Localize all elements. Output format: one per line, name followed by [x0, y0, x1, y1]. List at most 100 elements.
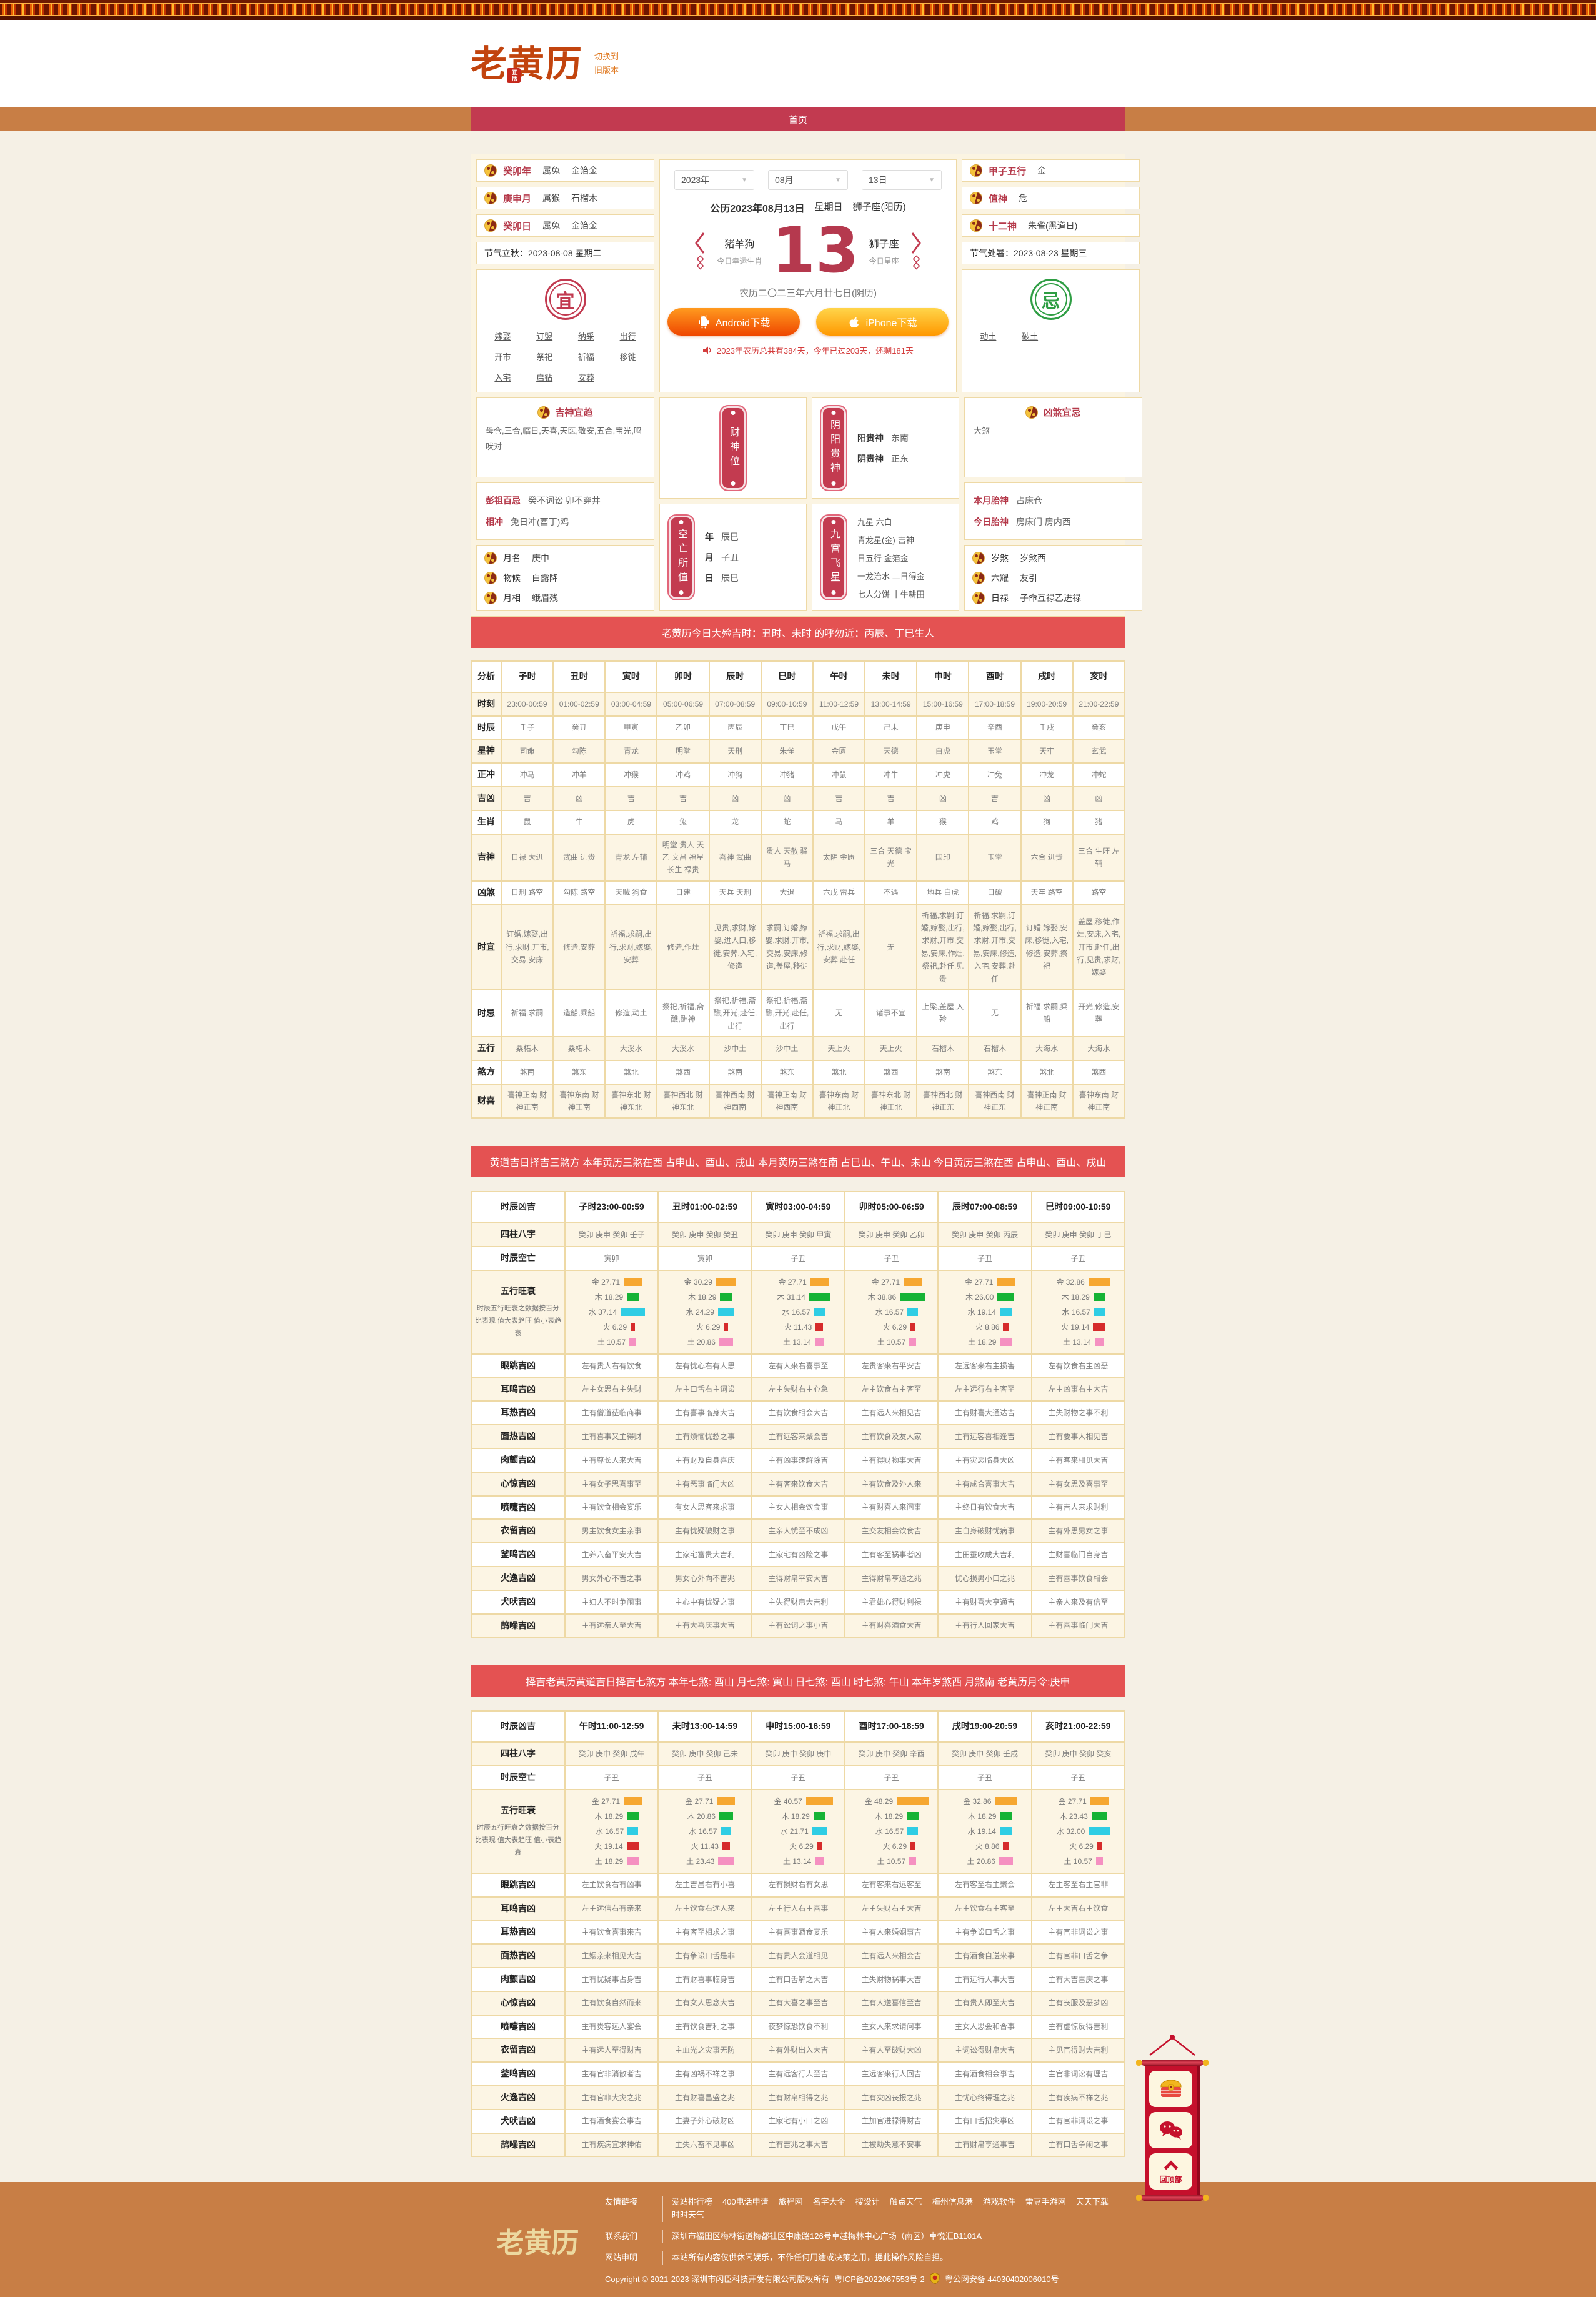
footer-link[interactable]: 时时天气 — [671, 2210, 704, 2220]
table-row: 鹊噪吉凶 主有远亲人至大吉 主有大喜庆事大吉 主有讼词之事小吉 主有财喜酒食大吉 主有行人… — [471, 1613, 1126, 1638]
avoid-link[interactable]: 破土 — [1022, 332, 1039, 341]
cell: 左主饮食右远人来 — [657, 1896, 752, 1921]
cell: 13:00-14:59 — [864, 691, 918, 717]
cell: 冲蛇 — [1072, 762, 1126, 787]
cell: 男女外心不吉之事 — [564, 1566, 659, 1591]
wuxing-bar — [1097, 1842, 1102, 1851]
column-header: 寅时 — [604, 660, 658, 693]
taiji-icon — [484, 592, 497, 604]
year-select[interactable]: 2023年 ▼ — [674, 170, 754, 190]
suitable-link[interactable]: 纳采 — [577, 332, 594, 341]
prev-day-arrow[interactable] — [693, 231, 707, 271]
suitable-link[interactable]: 嫁娶 — [494, 332, 511, 341]
day-select[interactable]: 13日 ▼ — [862, 170, 942, 190]
suitable-link[interactable]: 入宅 — [494, 373, 511, 382]
avoid-link[interactable]: 动土 — [980, 332, 997, 341]
cell: 主有行人回家大吉 — [937, 1613, 1032, 1638]
next-day-arrow[interactable] — [909, 231, 923, 271]
suitable-link[interactable]: 安葬 — [577, 373, 594, 382]
suitable-link[interactable]: 启钻 — [536, 373, 553, 382]
wuxing-bar — [810, 1278, 829, 1287]
suitable-link[interactable]: 移徙 — [619, 352, 636, 362]
wuxing-bar — [631, 1323, 636, 1332]
table-row: 眼跳吉凶 左主饮食右有凶事 左主吉昌右有小喜 左有损财右有女思 左有客来右远客至 左有客至… — [471, 1872, 1126, 1898]
wechat-button[interactable] — [1149, 2112, 1192, 2148]
row-label: 火逸吉凶 — [471, 1566, 566, 1591]
cell: 主失财物之事不利 — [1030, 1400, 1126, 1426]
cell: 蛇 — [760, 809, 814, 835]
suitable-link[interactable]: 出行 — [619, 332, 636, 341]
footer-link[interactable]: 天天下载 — [1075, 2197, 1109, 2207]
footer-link[interactable]: 触点天气 — [889, 2197, 922, 2207]
hour-analysis-table: 分析 子时 丑时 寅时 卯时 辰时 巳时 午时 未时 申时 酉时 戌时 亥时 时刻 23:00-00:59 0… — [471, 660, 1126, 1119]
corner-label: 分析 — [471, 660, 502, 693]
footer-link[interactable]: 游戏软件 — [982, 2197, 1015, 2207]
wuxing-bar — [999, 1857, 1013, 1866]
day-luck-box: 岁煞 岁煞西 六耀 友引 日禄 子命互禄乙进禄 — [964, 545, 1142, 611]
wuxing-cell: 金 48.29 木 18.29 水 16.57 火 6.29 土 10.57 — [844, 1788, 939, 1874]
cell: 主有远亲人至大吉 — [564, 1613, 659, 1638]
suitable-link[interactable]: 祭祀 — [536, 352, 553, 362]
back-to-top-button[interactable]: 回顶部 — [1149, 2153, 1192, 2190]
cell: 19:00-20:59 — [1020, 691, 1074, 717]
table-row: 时辰 壬子 癸丑 甲寅 乙卯 丙辰 丁巳 戊午 己未 庚申 辛酉 壬戌 癸亥 — [471, 715, 1126, 740]
switch-old-version-link[interactable]: 切换到 旧版本 — [594, 51, 619, 75]
cell: 左主远行右主客至 — [937, 1377, 1032, 1402]
android-download-button[interactable]: Android下载 — [667, 308, 800, 336]
suitable-link[interactable]: 祈福 — [577, 352, 594, 362]
cell: 丁巳 — [760, 715, 814, 740]
footer-link[interactable]: 爱站排行榜 — [671, 2197, 712, 2207]
table-row: 心惊吉凶 主有女子思喜事至 主有恶事临门大凶 主有客来饮食大吉 主有饮食及外人来 主有成合… — [471, 1471, 1126, 1497]
month-select[interactable]: 08月 ▼ — [768, 170, 848, 190]
treasure-chest-button[interactable] — [1149, 2071, 1192, 2107]
cell: 主被劫失意不安事 — [844, 2132, 939, 2158]
cell: 癸卯 庚申 癸卯 己未 — [657, 1741, 752, 1766]
suitable-link[interactable]: 开市 — [494, 352, 511, 362]
footer-link[interactable]: 梅州信息港 — [932, 2197, 973, 2207]
wuxing-cell: 金 27.71 木 23.43 水 32.00 火 6.29 土 10.57 — [1030, 1788, 1126, 1874]
footer-link[interactable]: 雷豆手游网 — [1025, 2197, 1066, 2207]
icp-link[interactable]: 粤ICP备2022067553号-2 — [834, 2274, 925, 2284]
police-record-link[interactable]: 粤公网安备 44030402006010号 — [944, 2274, 1059, 2284]
footer-link[interactable]: 名字大全 — [812, 2197, 845, 2207]
iphone-download-button[interactable]: iPhone下载 — [816, 308, 949, 336]
cell: 主有贵客远人宴会 — [564, 2014, 659, 2040]
column-header: 卯时05:00-06:59 — [844, 1191, 939, 1224]
footer-link[interactable]: 旅程网 — [778, 2197, 803, 2207]
cell: 左主行人右主喜事 — [751, 1896, 845, 1921]
cell: 主有酒食宴会事吉 — [564, 2108, 659, 2134]
table-row: 五行旺衰 时辰五行旺衰之数据按百分比表现 值大表趋旺 值小表趋衰金 27.71 木 … — [471, 1788, 1126, 1874]
gregorian-date: 公历2023年08月13日 — [710, 204, 805, 214]
cell: 主女人来求请问事 — [844, 2014, 939, 2040]
cell: 祈福,求嗣 — [500, 989, 554, 1038]
cell: 左主饮食右主客至 — [937, 1896, 1032, 1921]
seven-sha-banner: 择吉老黄历黄道吉日择吉七煞方 本年七煞: 酉山 月七煞: 寅山 日七煞: 酉山 … — [471, 1665, 1125, 1697]
row-label: 釜鸣吉凶 — [471, 2061, 566, 2086]
avoid-links: 动土 破土 — [969, 330, 1133, 342]
table-row: 财喜 喜神正南 财神正南 喜神东南 财神正南 喜神东北 财神东北 喜神西北 财神东北 喜神… — [471, 1083, 1126, 1119]
info-label: 月相 — [503, 593, 521, 603]
footer-link[interactable]: 搜设计 — [855, 2197, 880, 2207]
solar-term-end: 节气处暑：2023-08-23 星期三 — [962, 242, 1140, 264]
cell: 主有官非消散者吉 — [564, 2061, 659, 2086]
android-icon — [698, 315, 709, 329]
cell: 煞西 — [1072, 1059, 1126, 1085]
cell: 白虎 — [916, 739, 970, 764]
cell: 主词讼得财帛大吉 — [937, 2038, 1032, 2063]
cell: 主家宅有凶险之事 — [751, 1542, 845, 1567]
cell: 主有财喜事临身吉 — [657, 1966, 752, 1992]
nav-home-tab[interactable]: 首页 — [471, 107, 1125, 131]
treasure-chest-icon — [1160, 2080, 1181, 2097]
cell: 不遇 — [864, 880, 918, 905]
suitable-link[interactable]: 订盟 — [536, 332, 553, 341]
info-label: 岁煞 — [991, 553, 1009, 563]
taiji-icon — [1025, 406, 1039, 419]
row-label: 五行 — [471, 1036, 502, 1061]
cell: 路空 — [1072, 880, 1126, 905]
footer-link[interactable]: 400电话申请 — [722, 2197, 769, 2207]
row-label: 耳热吉凶 — [471, 1920, 566, 1945]
cell: 造船,乘船 — [552, 989, 606, 1038]
cell: 煞西 — [864, 1059, 918, 1085]
cell: 喜神东南 财神正南 — [1072, 1083, 1126, 1119]
